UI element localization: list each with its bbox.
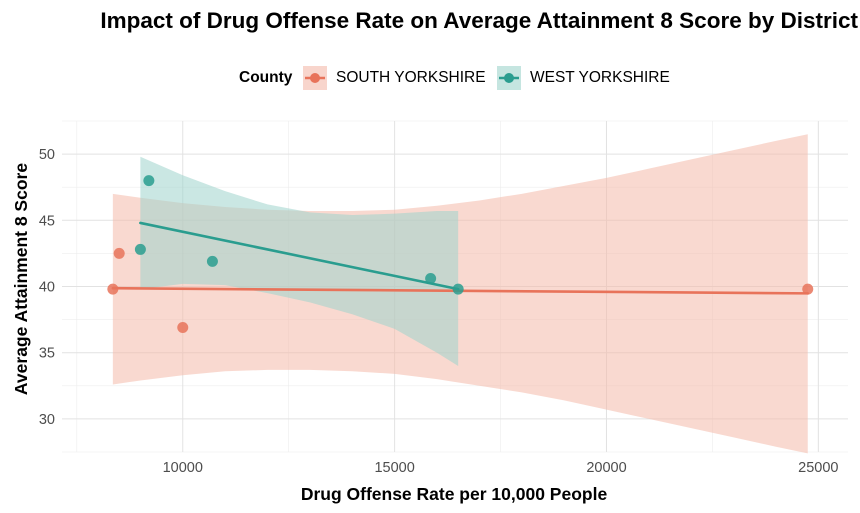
y-tick-label: 35 — [39, 346, 55, 362]
data-point-west-yorkshire — [452, 283, 464, 295]
x-axis-title: Drug Offense Rate per 10,000 People — [301, 484, 608, 504]
legend: County SOUTH YORKSHIRE WEST YORKSHIRE — [0, 66, 860, 90]
y-axis-title: Average Attainment 8 Score — [11, 163, 31, 395]
fit-line-west-yorkshire — [139, 221, 460, 291]
legend-title: County — [239, 69, 293, 86]
data-point-west-yorkshire — [143, 175, 155, 187]
legend-label-west-yorkshire: WEST YORKSHIRE — [530, 69, 670, 86]
data-point-south-yorkshire — [802, 283, 814, 295]
legend-label-south-yorkshire: SOUTH YORKSHIRE — [336, 69, 486, 86]
x-axis-ticks: 10000 15000 20000 25000 — [163, 460, 839, 476]
data-point-south-yorkshire — [107, 283, 119, 295]
confidence-band-west-yorkshire — [140, 156, 459, 366]
y-tick-label: 50 — [39, 147, 55, 163]
data-point-south-yorkshire — [177, 322, 189, 334]
data-point-west-yorkshire — [206, 255, 218, 267]
data-point-south-yorkshire — [113, 247, 125, 259]
data-points — [107, 175, 814, 334]
x-tick-label: 15000 — [374, 460, 414, 476]
chart-title: Impact of Drug Offense Rate on Average A… — [100, 8, 858, 33]
legend-key-south-yorkshire — [303, 66, 327, 90]
y-tick-label: 45 — [39, 213, 55, 229]
legend-key-west-yorkshire — [497, 66, 521, 90]
y-axis-ticks: 30 35 40 45 50 — [39, 147, 55, 428]
y-tick-label: 40 — [39, 280, 55, 296]
x-tick-label: 20000 — [586, 460, 626, 476]
y-tick-label: 30 — [39, 412, 55, 428]
data-point-west-yorkshire — [425, 273, 437, 285]
x-tick-label: 25000 — [798, 460, 838, 476]
data-point-west-yorkshire — [134, 243, 146, 255]
x-tick-label: 10000 — [163, 460, 203, 476]
